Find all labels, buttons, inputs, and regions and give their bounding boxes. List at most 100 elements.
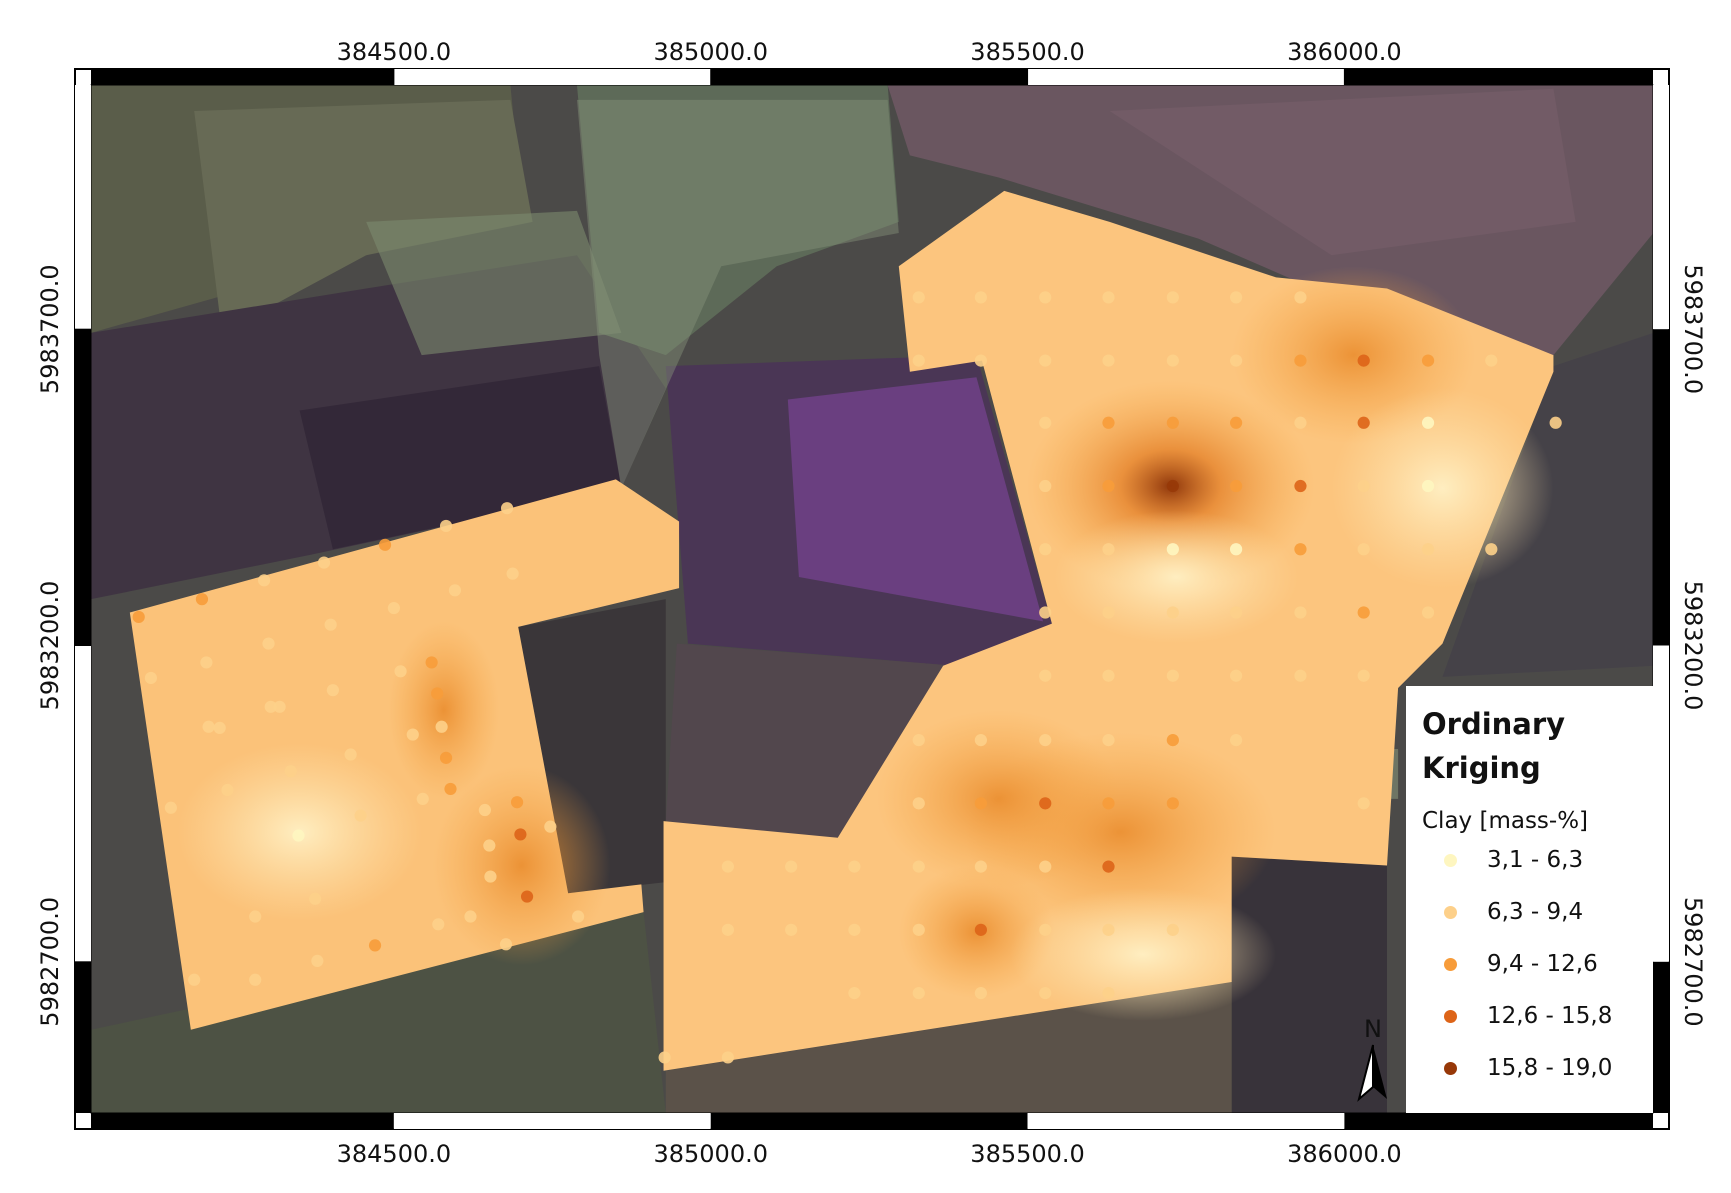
sample-point — [912, 354, 925, 367]
sample-point — [1294, 543, 1307, 556]
legend-item: 3,1 - 6,3 — [1422, 834, 1637, 886]
sample-point — [324, 618, 337, 631]
frame-band — [393, 1113, 711, 1129]
sample-point — [721, 923, 735, 936]
sample-point — [912, 797, 925, 810]
sample-point — [1485, 354, 1498, 367]
y-tick-label: 5983700.0 — [36, 264, 64, 394]
sample-point — [1102, 923, 1115, 936]
sample-point — [464, 910, 477, 923]
legend-title: Ordinary Kriging — [1422, 707, 1566, 785]
sample-point — [499, 938, 513, 951]
sample-point — [202, 720, 215, 733]
y-tick-label: 5983200.0 — [36, 581, 64, 711]
frame-band — [91, 69, 394, 85]
sample-point — [1102, 860, 1115, 873]
frame-band — [710, 1113, 1028, 1129]
sample-point — [326, 684, 339, 697]
north-arrow: N — [1357, 1015, 1387, 1102]
sample-point — [1357, 416, 1370, 429]
sample-point — [431, 687, 444, 700]
sample-point — [1294, 669, 1307, 682]
sample-point — [387, 601, 401, 615]
sample-point — [1229, 291, 1243, 304]
sample-point — [1229, 543, 1243, 556]
sample-point — [249, 910, 262, 923]
sample-point — [1229, 606, 1243, 619]
sample-point — [200, 656, 213, 669]
sample-point — [1166, 479, 1179, 493]
sample-point — [1357, 479, 1370, 493]
sample-point — [1102, 986, 1115, 1000]
frame-band — [1344, 1113, 1653, 1129]
frame-band — [1653, 645, 1669, 962]
frame-band — [1027, 1113, 1345, 1129]
legend-item: 15,8 - 19,0 — [1422, 1042, 1637, 1094]
sample-point — [439, 519, 453, 533]
sample-point — [1229, 669, 1243, 682]
sample-point — [1421, 606, 1435, 619]
legend-label: 9,4 - 12,6 — [1487, 951, 1598, 977]
frame-band — [75, 645, 91, 962]
sample-point — [1039, 797, 1052, 810]
sample-point — [478, 803, 491, 817]
sample-point — [912, 291, 925, 304]
sample-point — [1102, 354, 1115, 367]
sample-point — [1421, 416, 1435, 429]
sample-point — [484, 870, 497, 883]
frame-band — [91, 1113, 394, 1129]
sample-point — [444, 782, 457, 796]
sample-point — [1039, 416, 1052, 429]
x-tick-label: 386000.0 — [1287, 1140, 1402, 1168]
sample-point — [354, 809, 367, 822]
sample-point — [273, 700, 286, 713]
sample-point — [1166, 543, 1179, 556]
sample-point — [406, 728, 419, 741]
sample-point — [500, 502, 514, 515]
sample-point — [1039, 543, 1052, 556]
sample-point — [264, 700, 277, 713]
sample-point — [1102, 734, 1115, 747]
legend-swatch — [1444, 905, 1457, 919]
sample-point — [309, 892, 322, 905]
sample-point — [721, 1051, 735, 1064]
frame-band — [393, 69, 711, 85]
sample-point — [1102, 543, 1115, 556]
frame-band — [75, 329, 91, 646]
sample-point — [1166, 291, 1179, 304]
sample-point — [974, 860, 987, 873]
y-tick-label: 5983200.0 — [1679, 581, 1707, 711]
sample-point — [435, 720, 448, 733]
sample-point — [785, 923, 798, 936]
sample-point — [1357, 543, 1370, 556]
sample-point — [1039, 923, 1052, 936]
legend-item: 9,4 - 12,6 — [1422, 938, 1637, 990]
sample-point — [912, 860, 925, 873]
sample-point — [1166, 416, 1179, 429]
sample-point — [257, 574, 271, 587]
sample-point — [1102, 291, 1115, 304]
sample-point — [974, 734, 987, 747]
frame-band — [710, 69, 1028, 85]
sample-point — [571, 910, 585, 923]
sample-point — [514, 828, 527, 841]
sample-point — [483, 839, 496, 852]
x-tick-label: 385000.0 — [653, 38, 768, 66]
sample-point — [544, 820, 557, 833]
sample-point — [1421, 543, 1435, 556]
legend-item: 6,3 - 9,4 — [1422, 886, 1637, 938]
sample-point — [1039, 734, 1052, 747]
sample-point — [416, 792, 429, 806]
legend-label: 3,1 - 6,3 — [1487, 847, 1584, 873]
sample-point — [1039, 606, 1052, 619]
sample-point — [974, 923, 987, 936]
sample-point — [1102, 416, 1115, 429]
x-tick-label: 385500.0 — [970, 1140, 1085, 1168]
sample-point — [195, 593, 209, 606]
sample-point — [1166, 606, 1179, 619]
sample-point — [188, 973, 201, 986]
sample-point — [448, 584, 462, 597]
sample-point — [658, 1051, 671, 1064]
sample-point — [439, 751, 453, 764]
